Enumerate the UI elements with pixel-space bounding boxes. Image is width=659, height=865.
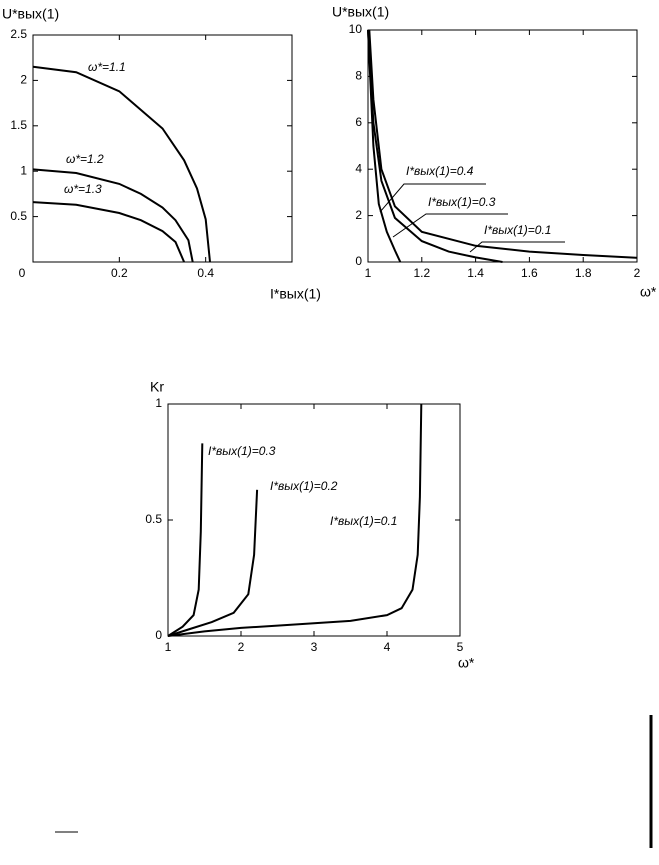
x-tick-label: 1.2 bbox=[413, 266, 430, 280]
plot-frame bbox=[167, 403, 461, 637]
x-tick-label: 1 bbox=[165, 640, 172, 654]
y-tick-label: 4 bbox=[355, 161, 362, 175]
y-tick-label: 0.5 bbox=[10, 209, 27, 223]
x-axis-label: I*вых(1) bbox=[270, 286, 321, 302]
y-tick-label: 2.5 bbox=[10, 27, 27, 41]
y-tick-label: 0.5 bbox=[145, 512, 162, 526]
x-tick-label: 1.8 bbox=[575, 266, 592, 280]
x-tick-label: 4 bbox=[384, 640, 391, 654]
curve bbox=[368, 29, 638, 259]
x-tick-label: 1.4 bbox=[467, 266, 484, 280]
curve bbox=[32, 65, 211, 263]
x-tick-label: 0.4 bbox=[197, 266, 214, 280]
curve bbox=[167, 403, 423, 637]
y-axis-label: U*вых(1) bbox=[2, 6, 59, 22]
y-axis-label: U*вых(1) bbox=[332, 4, 389, 20]
x-tick-label: 0 bbox=[19, 266, 26, 280]
x-tick-label: 5 bbox=[457, 640, 464, 654]
curve bbox=[167, 489, 259, 637]
x-tick-label: 3 bbox=[311, 640, 318, 654]
y-axis-label: Kr bbox=[150, 379, 164, 395]
x-tick-label: 1.6 bbox=[521, 266, 538, 280]
y-tick-label: 6 bbox=[355, 115, 362, 129]
y-tick-label: 2 bbox=[20, 73, 27, 87]
curve bbox=[167, 443, 204, 637]
curve bbox=[367, 29, 503, 263]
curve bbox=[32, 201, 186, 263]
leader-line bbox=[469, 241, 565, 253]
y-tick-label: 1.5 bbox=[10, 118, 27, 132]
y-tick-label: 8 bbox=[355, 69, 362, 83]
x-tick-label: 2 bbox=[238, 640, 245, 654]
curve-label: I*вых(1)=0.2 bbox=[270, 479, 338, 493]
x-axis-label: ω* bbox=[640, 284, 657, 300]
curve-label: I*вых(1)=0.1 bbox=[330, 514, 397, 528]
x-tick-label: 1 bbox=[365, 266, 372, 280]
x-tick-label: 2 bbox=[634, 266, 641, 280]
curve-label: ω*=1.2 bbox=[66, 152, 104, 166]
leader-line bbox=[392, 213, 508, 238]
curve bbox=[32, 168, 194, 263]
curve-label: I*вых(1)=0.4 bbox=[406, 164, 474, 178]
y-tick-label: 1 bbox=[20, 163, 27, 177]
y-tick-label: 2 bbox=[355, 208, 362, 222]
x-axis-label: ω* bbox=[458, 655, 475, 671]
curve-label: I*вых(1)=0.1 bbox=[484, 223, 551, 237]
y-tick-label: 1 bbox=[155, 396, 162, 410]
x-tick-label: 0.2 bbox=[111, 266, 128, 280]
y-tick-label: 0 bbox=[155, 628, 162, 642]
curve bbox=[367, 29, 402, 263]
leader-line bbox=[379, 183, 486, 213]
curve-label: ω*=1.1 bbox=[88, 60, 126, 74]
curve-label: I*вых(1)=0.3 bbox=[208, 444, 276, 458]
y-tick-label: 10 bbox=[349, 22, 363, 36]
y-tick-label: 0 bbox=[355, 254, 362, 268]
plot-frame bbox=[32, 34, 293, 263]
curve-label: I*вых(1)=0.3 bbox=[428, 195, 496, 209]
curve-label: ω*=1.3 bbox=[64, 182, 102, 196]
